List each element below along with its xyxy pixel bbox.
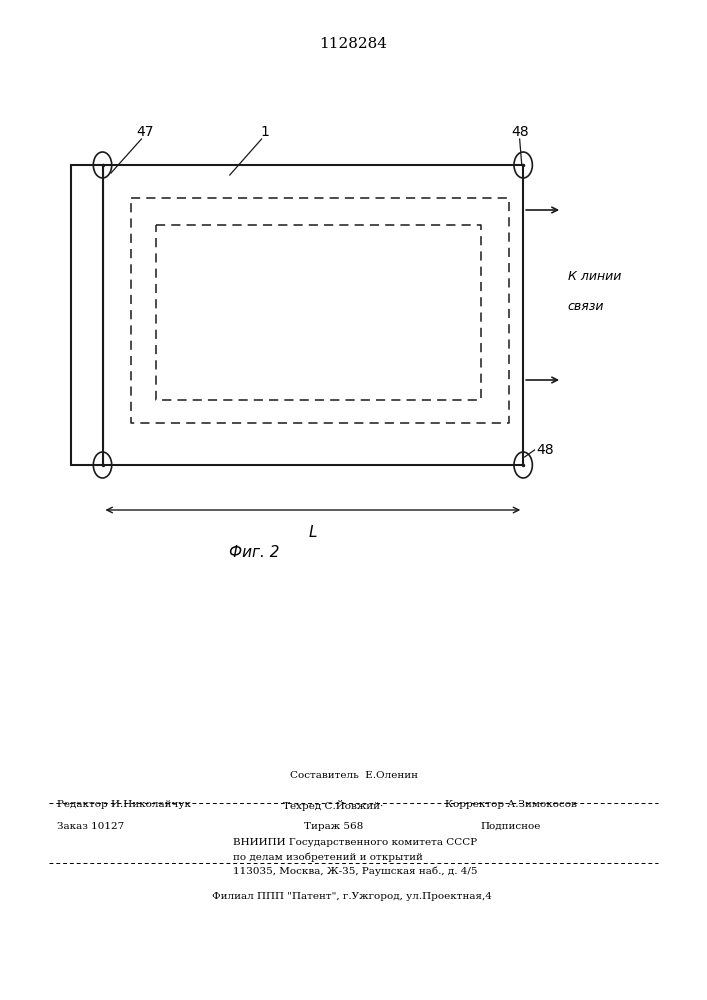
Text: 48: 48 <box>511 125 528 139</box>
Text: 1128284: 1128284 <box>320 37 387 51</box>
Text: Составитель  Е.Оленин: Составитель Е.Оленин <box>289 771 418 780</box>
Text: Заказ 10127: Заказ 10127 <box>57 822 124 831</box>
Text: Редактор И.Николайчук: Редактор И.Николайчук <box>57 800 191 809</box>
Text: Тираж 568: Тираж 568 <box>304 822 363 831</box>
Text: L: L <box>308 525 317 540</box>
Text: Подписное: Подписное <box>481 822 541 831</box>
Text: Техред С.Йовжий·: Техред С.Йовжий· <box>283 800 383 811</box>
Text: 1: 1 <box>261 125 269 139</box>
Text: К линии: К линии <box>568 270 621 283</box>
Text: 48: 48 <box>536 443 554 457</box>
Text: Филиал ППП "Патент", г.Ужгород, ул.Проектная,4: Филиал ППП "Патент", г.Ужгород, ул.Проек… <box>212 892 492 901</box>
Bar <box>103 165 523 465</box>
Bar <box>71 165 103 465</box>
Text: Корректор А.Зимокосов: Корректор А.Зимокосов <box>445 800 578 809</box>
Text: Фиг. 2: Фиг. 2 <box>229 545 280 560</box>
Text: 113035, Москва, Ж-35, Раушская наб., д. 4/5: 113035, Москва, Ж-35, Раушская наб., д. … <box>233 866 478 876</box>
Text: по делам изобретений и открытий: по делам изобретений и открытий <box>233 852 423 861</box>
Text: ВНИИПИ Государственного комитета СССР: ВНИИПИ Государственного комитета СССР <box>233 838 477 847</box>
Text: связи: связи <box>568 300 604 313</box>
Text: 47: 47 <box>136 125 153 139</box>
